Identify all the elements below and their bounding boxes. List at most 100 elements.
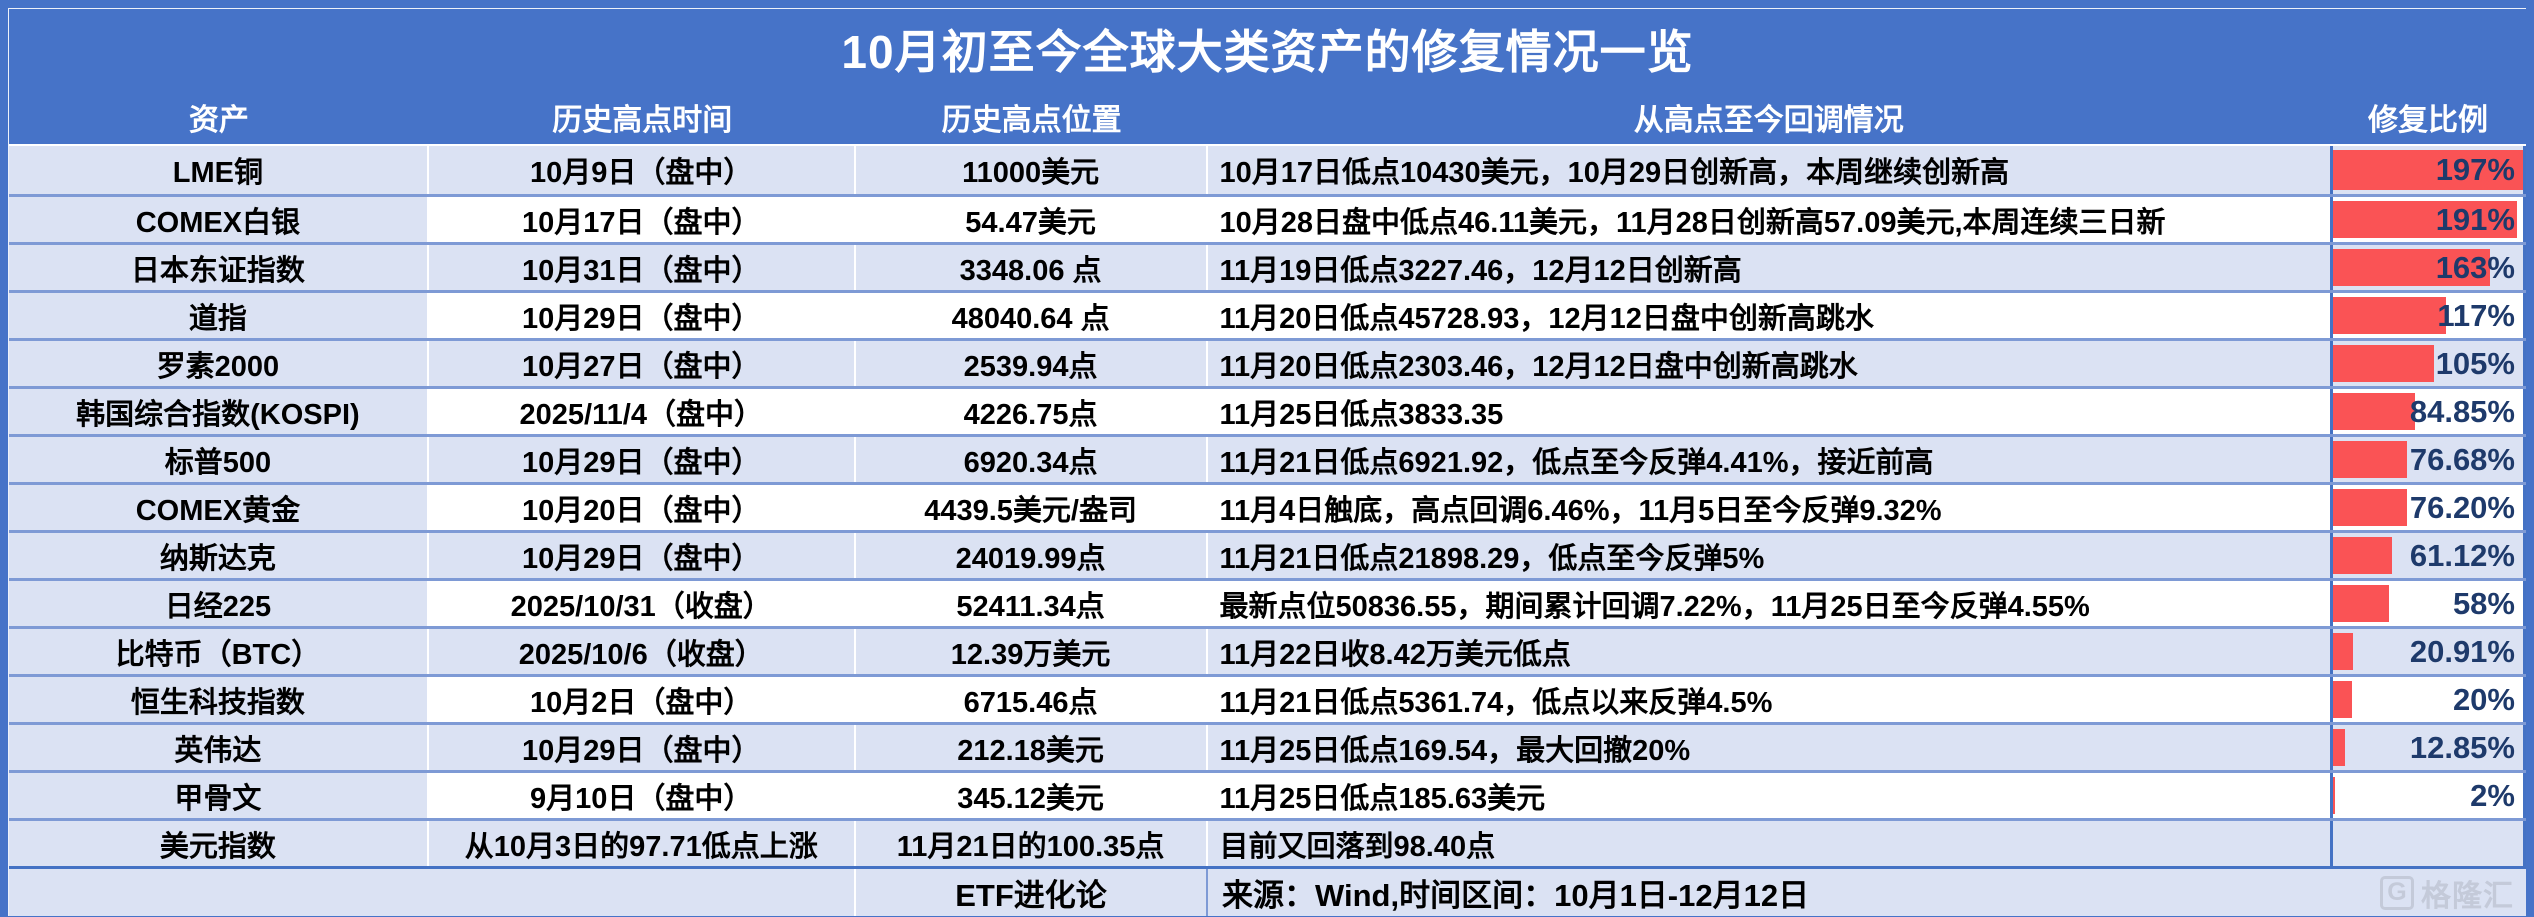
peak-level-cell: 12.39万美元 <box>855 629 1208 674</box>
peak-time-cell: 从10月3日的97.71低点上涨 <box>428 821 856 866</box>
table-row: 英伟达 10月29日（盘中） 212.18美元 11月25日低点169.54，最… <box>9 722 2526 770</box>
peak-time-cell: 10月2日（盘中） <box>428 677 856 722</box>
asset-cell: 恒生科技指数 <box>9 677 429 722</box>
recovery-cell: 163% <box>2330 245 2526 290</box>
recovery-cell: 12.85% <box>2330 725 2526 770</box>
drawdown-cell: 11月25日低点169.54，最大回撤20% <box>1207 725 2331 770</box>
footer-source: 来源：Wind,时间区间：10月1日-12月12日 G 格隆汇 <box>1208 869 2526 916</box>
peak-level-cell: 4439.5美元/盎司 <box>855 485 1208 530</box>
drawdown-cell: 11月25日低点185.63美元 <box>1207 773 2331 818</box>
recovery-bar <box>2333 633 2354 670</box>
recovery-bar <box>2333 249 2491 286</box>
table-row: 韩国综合指数(KOSPI) 2025/11/4（盘中） 4226.75点 11月… <box>9 386 2526 434</box>
column-header-asset: 资产 <box>188 103 249 137</box>
drawdown-cell: 11月21日低点21898.29，低点至今反弹5% <box>1207 533 2331 578</box>
recovery-bar <box>2333 345 2435 382</box>
table-row: COMEX白银 10月17日（盘中） 54.47美元 10月28日盘中低点46.… <box>9 194 2526 242</box>
table-row: 标普500 10月29日（盘中） 6920.34点 11月21日低点6921.9… <box>9 434 2526 482</box>
drawdown-cell: 目前又回落到98.40点 <box>1207 821 2331 866</box>
table-row: 日经225 2025/10/31（收盘） 52411.34点 最新点位50836… <box>9 578 2526 626</box>
footer-brand: ETF进化论 <box>856 869 1208 916</box>
asset-cell: COMEX黄金 <box>9 485 429 530</box>
recovery-percent-label: 191% <box>2435 201 2515 237</box>
watermark-label: 格隆汇 <box>2421 879 2514 913</box>
recovery-cell: 20% <box>2330 677 2526 722</box>
peak-level-cell: 4226.75点 <box>855 389 1208 434</box>
peak-level-cell: 2539.94点 <box>855 341 1208 386</box>
recovery-percent-label: 84.85% <box>2409 393 2515 429</box>
recovery-bar <box>2333 537 2392 574</box>
recovery-cell: 76.68% <box>2330 437 2526 482</box>
recovery-bar <box>2333 393 2415 430</box>
recovery-bar <box>2333 729 2346 766</box>
drawdown-cell: 11月4日触底，高点回调6.46%，11月5日至今反弹9.32% <box>1207 485 2331 530</box>
page-title: 10月初至今全球大类资产的修复情况一览 <box>841 26 1694 78</box>
asset-cell: 比特币（BTC） <box>9 629 429 674</box>
recovery-bar <box>2333 585 2389 622</box>
recovery-bar <box>2333 777 2335 814</box>
recovery-percent-label: 20.91% <box>2409 633 2515 669</box>
title-bar: 10月初至今全球大类资产的修复情况一览 <box>9 9 2526 89</box>
column-header-recovery: 修复比例 <box>2368 103 2489 137</box>
asset-cell: LME铜 <box>9 146 429 194</box>
table-frame: 10月初至今全球大类资产的修复情况一览 资产 历史高点时间 历史高点位置 从高点… <box>8 8 2526 916</box>
table-row: 恒生科技指数 10月2日（盘中） 6715.46点 11月21日低点5361.7… <box>9 674 2526 722</box>
asset-cell: 罗素2000 <box>9 341 429 386</box>
peak-time-cell: 2025/10/31（收盘） <box>428 581 856 626</box>
footer-row: ETF进化论 来源：Wind,时间区间：10月1日-12月12日 G 格隆汇 <box>9 866 2526 916</box>
recovery-percent-label: 61.12% <box>2409 537 2515 573</box>
recovery-cell: 61.12% <box>2330 533 2526 578</box>
peak-time-cell: 10月9日（盘中） <box>428 146 856 194</box>
table-row: 比特币（BTC） 2025/10/6（收盘） 12.39万美元 11月22日收8… <box>9 626 2526 674</box>
peak-level-cell: 54.47美元 <box>855 197 1208 242</box>
recovery-cell: 2% <box>2330 773 2526 818</box>
asset-cell: 甲骨文 <box>9 773 429 818</box>
peak-time-cell: 2025/11/4（盘中） <box>428 389 856 434</box>
table-row: 日本东证指数 10月31日（盘中） 3348.06 点 11月19日低点3227… <box>9 242 2526 290</box>
drawdown-cell: 11月22日收8.42万美元低点 <box>1207 629 2331 674</box>
drawdown-cell: 10月28日盘中低点46.11美元，11月28日创新高57.09美元,本周连续三… <box>1207 197 2331 242</box>
peak-level-cell: 24019.99点 <box>855 533 1208 578</box>
recovery-percent-label: 2% <box>2470 777 2515 813</box>
recovery-bar <box>2333 489 2407 526</box>
peak-level-cell: 3348.06 点 <box>855 245 1208 290</box>
recovery-percent-label: 20% <box>2452 681 2515 717</box>
peak-time-cell: 10月17日（盘中） <box>428 197 856 242</box>
recovery-bar <box>2333 150 2523 190</box>
recovery-cell: 84.85% <box>2330 389 2526 434</box>
drawdown-cell: 11月20日低点45728.93，12月12日盘中创新高跳水 <box>1207 293 2331 338</box>
recovery-bar <box>2333 681 2353 718</box>
asset-cell: 纳斯达克 <box>9 533 429 578</box>
table-row: 纳斯达克 10月29日（盘中） 24019.99点 11月21日低点21898.… <box>9 530 2526 578</box>
drawdown-cell: 11月19日低点3227.46，12月12日创新高 <box>1207 245 2331 290</box>
recovery-bar <box>2333 201 2518 238</box>
asset-cell: 美元指数 <box>9 821 429 866</box>
recovery-cell: 197% <box>2330 146 2526 194</box>
watermark: G 格隆汇 <box>2380 869 2514 916</box>
peak-level-cell: 212.18美元 <box>855 725 1208 770</box>
recovery-percent-label: 105% <box>2435 345 2515 381</box>
recovery-percent-label: 163% <box>2435 249 2515 285</box>
peak-time-cell: 10月29日（盘中） <box>428 725 856 770</box>
recovery-cell: 117% <box>2330 293 2526 338</box>
peak-time-cell: 10月29日（盘中） <box>428 293 856 338</box>
drawdown-cell: 11月25日低点3833.35 <box>1207 389 2331 434</box>
column-header-peak-level: 历史高点位置 <box>941 103 1122 137</box>
table-header-row: 资产 历史高点时间 历史高点位置 从高点至今回调情况 修复比例 <box>9 89 2526 144</box>
recovery-percent-label: 117% <box>2437 297 2515 333</box>
recovery-cell: 105% <box>2330 341 2526 386</box>
peak-time-cell: 10月31日（盘中） <box>428 245 856 290</box>
recovery-percent-label: 76.68% <box>2409 441 2515 477</box>
asset-cell: COMEX白银 <box>9 197 429 242</box>
source-text: 来源：Wind,时间区间：10月1日-12月12日 <box>1222 878 1810 913</box>
peak-time-cell: 10月27日（盘中） <box>428 341 856 386</box>
recovery-bar <box>2333 441 2407 478</box>
gelonghui-logo-icon: G <box>2380 875 2414 910</box>
peak-time-cell: 10月29日（盘中） <box>428 533 856 578</box>
drawdown-cell: 10月17日低点10430美元，10月29日创新高，本周继续创新高 <box>1207 146 2331 194</box>
recovery-percent-label: 58% <box>2452 585 2515 621</box>
table-row: COMEX黄金 10月20日（盘中） 4439.5美元/盎司 11月4日触底，高… <box>9 482 2526 530</box>
peak-time-cell: 10月20日（盘中） <box>428 485 856 530</box>
drawdown-cell: 11月20日低点2303.46，12月12日盘中创新高跳水 <box>1207 341 2331 386</box>
asset-cell: 英伟达 <box>9 725 429 770</box>
